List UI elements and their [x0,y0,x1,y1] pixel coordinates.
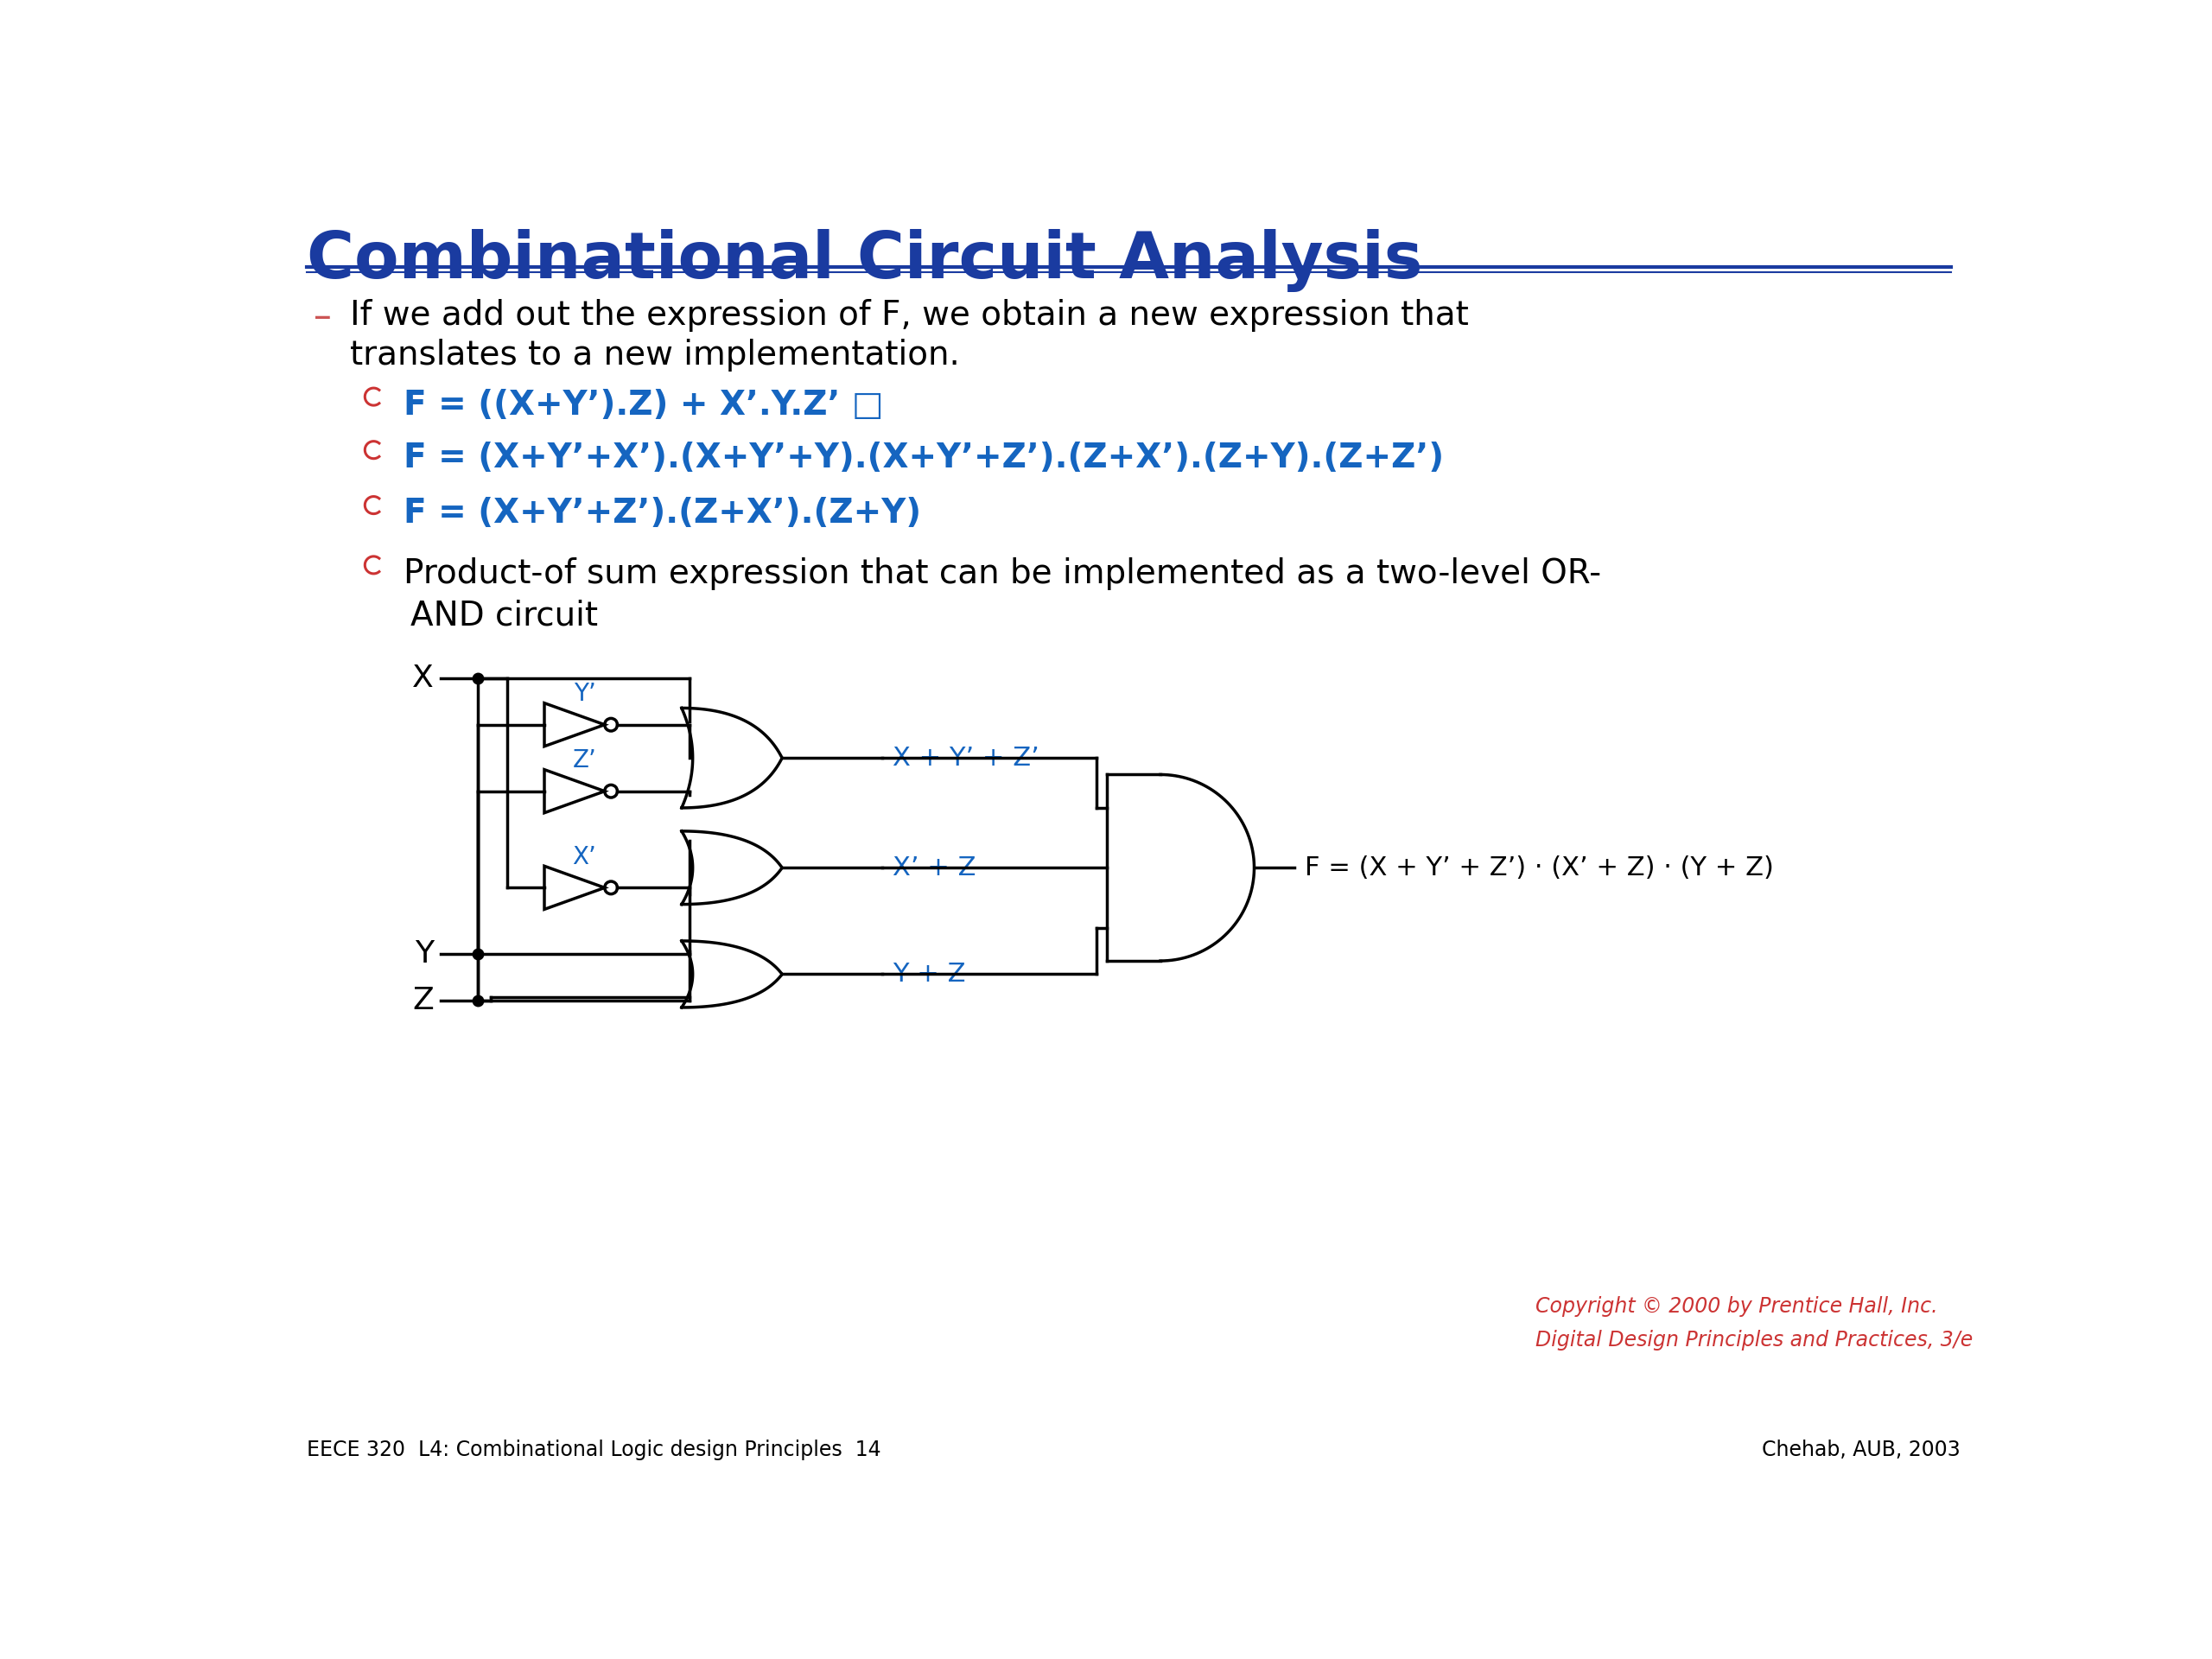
Text: Digital Design Principles and Practices, 3/e: Digital Design Principles and Practices,… [1535,1331,1973,1350]
Text: X’: X’ [573,844,597,869]
Text: Copyright © 2000 by Prentice Hall, Inc.: Copyright © 2000 by Prentice Hall, Inc. [1535,1296,1938,1317]
Text: –: – [314,299,332,335]
Text: Z’: Z’ [573,748,597,773]
Text: F = (X+Y’+Z’).(Z+X’).(Z+Y): F = (X+Y’+Z’).(Z+X’).(Z+Y) [405,498,922,529]
Text: If we add out the expression of F, we obtain a new expression that: If we add out the expression of F, we ob… [349,299,1469,332]
Text: translates to a new implementation.: translates to a new implementation. [349,338,960,372]
Text: Product-of sum expression that can be implemented as a two-level OR-: Product-of sum expression that can be im… [405,557,1601,591]
Text: Combinational Circuit Analysis: Combinational Circuit Analysis [307,229,1422,292]
Text: EECE 320  L4: Combinational Logic design Principles  14: EECE 320 L4: Combinational Logic design … [307,1440,880,1460]
Text: Y: Y [416,939,434,969]
Text: X: X [411,664,434,693]
Text: X’ + Z: X’ + Z [894,854,975,881]
Text: F = (X+Y’+X’).(X+Y’+Y).(X+Y’+Z’).(Z+X’).(Z+Y).(Z+Z’): F = (X+Y’+X’).(X+Y’+Y).(X+Y’+Z’).(Z+X’).… [405,441,1444,474]
Text: F = ((X+Y’).Z) + X’.Y.Z’ □: F = ((X+Y’).Z) + X’.Y.Z’ □ [405,388,885,421]
Text: X + Y’ + Z’: X + Y’ + Z’ [894,745,1040,770]
Text: Y + Z: Y + Z [894,962,967,987]
Text: F = (X + Y’ + Z’) · (X’ + Z) · (Y + Z): F = (X + Y’ + Z’) · (X’ + Z) · (Y + Z) [1305,854,1774,881]
Text: Z: Z [411,985,434,1015]
Text: AND circuit: AND circuit [411,599,597,632]
Text: Chehab, AUB, 2003: Chehab, AUB, 2003 [1763,1440,1960,1460]
Text: Y’: Y’ [573,682,595,707]
